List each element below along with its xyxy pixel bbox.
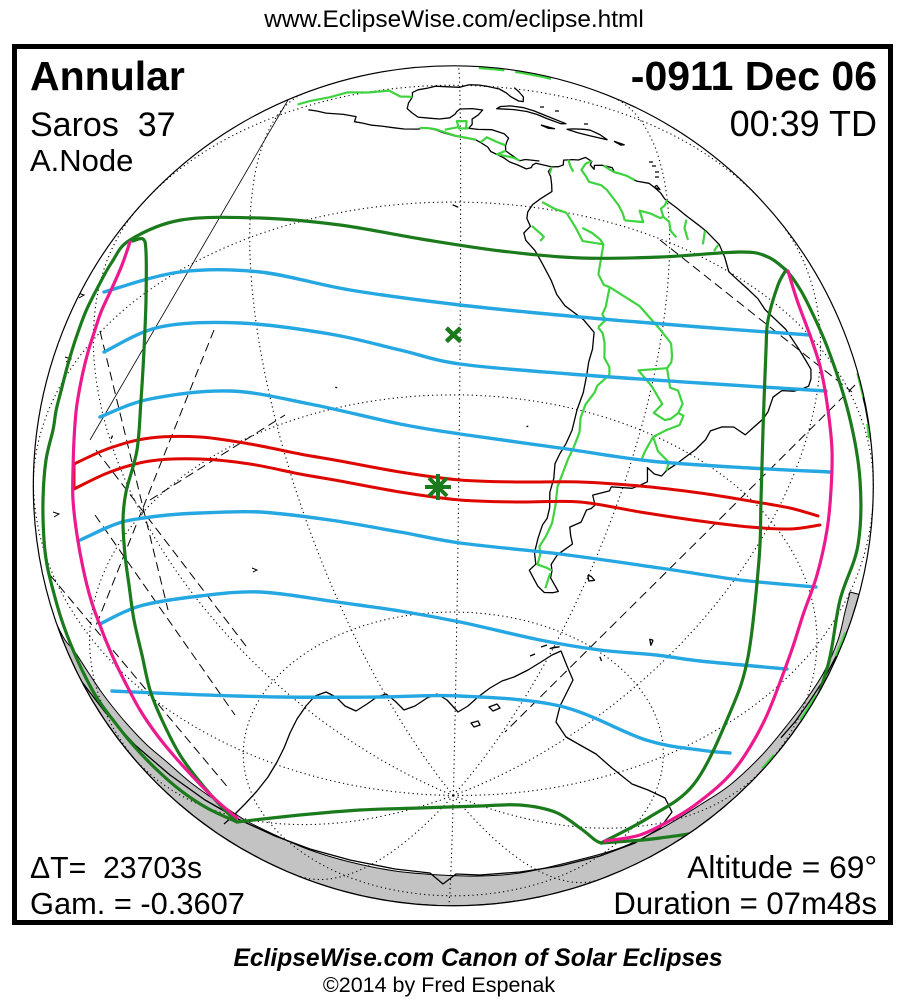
svg-text:Annular: Annular bbox=[30, 53, 185, 99]
svg-text:A.Node: A.Node bbox=[30, 143, 133, 178]
svg-text:EclipseWise.com Canon of Solar: EclipseWise.com Canon of Solar Eclipses bbox=[233, 945, 722, 972]
svg-text:©2014 by Fred Espenak: ©2014 by Fred Espenak bbox=[323, 973, 555, 997]
svg-text:Gam. = -0.3607: Gam. = -0.3607 bbox=[30, 886, 245, 921]
svg-text:ΔT= 23703s: ΔT= 23703s bbox=[30, 852, 202, 885]
svg-text:-0911 Dec 06: -0911 Dec 06 bbox=[631, 53, 877, 99]
svg-text:Saros 37: Saros 37 bbox=[30, 106, 176, 144]
svg-text:Duration = 07m48s: Duration = 07m48s bbox=[613, 886, 877, 921]
svg-text:00:39 TD: 00:39 TD bbox=[730, 103, 877, 144]
svg-text:www.EclipseWise.com/eclipse.ht: www.EclipseWise.com/eclipse.html bbox=[263, 6, 644, 33]
svg-text:Altitude = 69°: Altitude = 69° bbox=[687, 849, 877, 885]
